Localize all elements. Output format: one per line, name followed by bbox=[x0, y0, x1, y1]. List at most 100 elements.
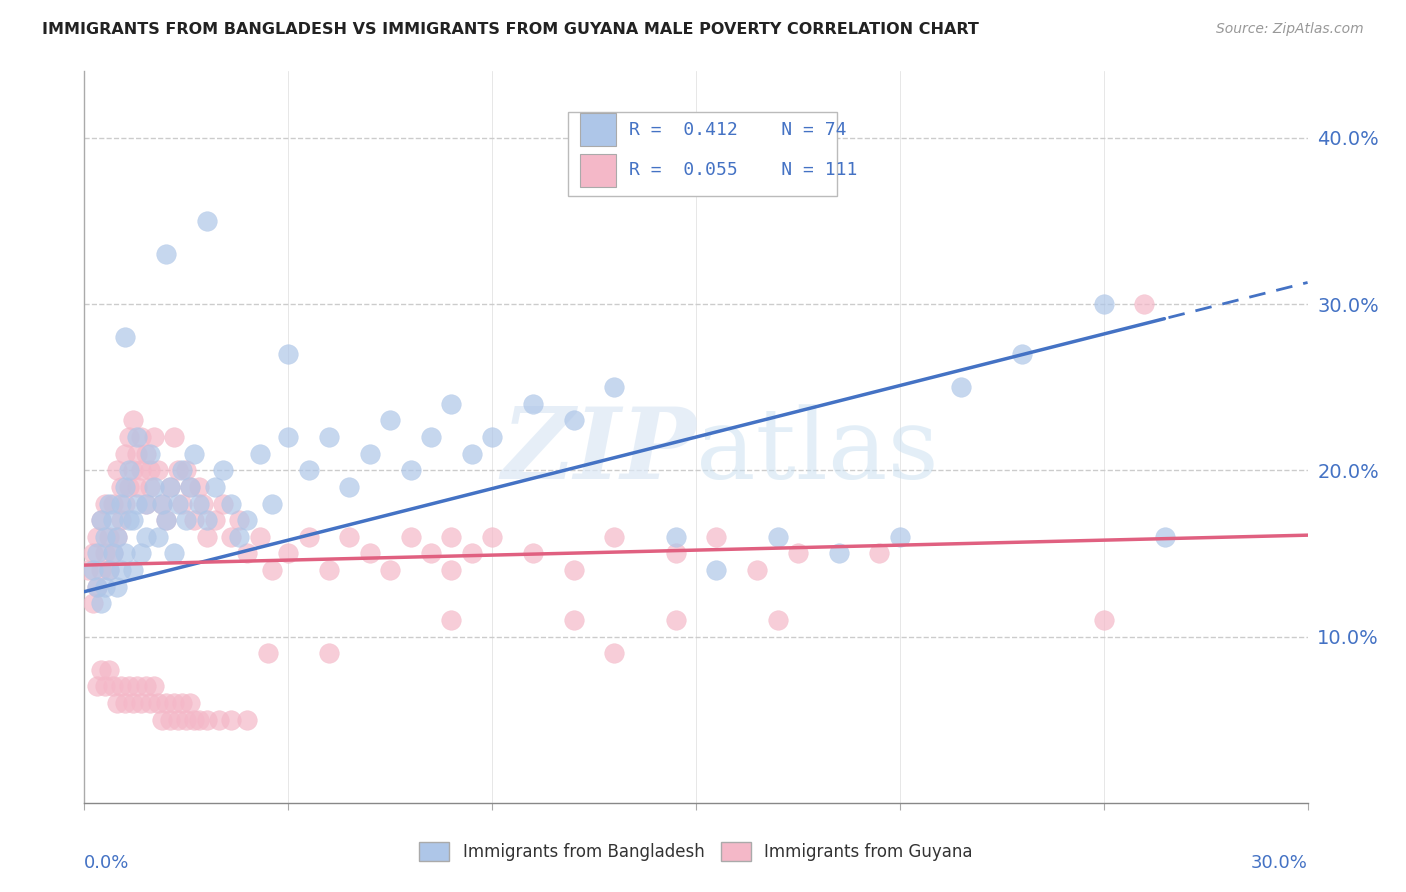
Point bbox=[114, 330, 136, 344]
Point bbox=[101, 546, 124, 560]
Point bbox=[179, 480, 201, 494]
Point bbox=[90, 563, 112, 577]
Point bbox=[150, 497, 173, 511]
Point bbox=[228, 513, 250, 527]
FancyBboxPatch shape bbox=[568, 112, 837, 195]
Point bbox=[257, 646, 280, 660]
Point bbox=[135, 680, 157, 694]
Point bbox=[603, 646, 626, 660]
Point bbox=[155, 247, 177, 261]
Point bbox=[191, 497, 214, 511]
FancyBboxPatch shape bbox=[579, 153, 616, 186]
Point bbox=[118, 513, 141, 527]
Point bbox=[93, 546, 115, 560]
Point bbox=[706, 530, 728, 544]
Point bbox=[138, 696, 160, 710]
Point bbox=[142, 680, 165, 694]
Text: atlas: atlas bbox=[696, 404, 939, 500]
Point bbox=[90, 596, 112, 610]
Point bbox=[183, 713, 205, 727]
Point bbox=[97, 497, 120, 511]
Point bbox=[155, 513, 177, 527]
Point bbox=[122, 463, 145, 477]
Point bbox=[208, 713, 231, 727]
Point bbox=[174, 463, 197, 477]
Point bbox=[155, 513, 177, 527]
Text: IMMIGRANTS FROM BANGLADESH VS IMMIGRANTS FROM GUYANA MALE POVERTY CORRELATION CH: IMMIGRANTS FROM BANGLADESH VS IMMIGRANTS… bbox=[42, 22, 979, 37]
Point bbox=[828, 546, 851, 560]
Point bbox=[1133, 297, 1156, 311]
Point bbox=[318, 646, 340, 660]
Point bbox=[298, 530, 321, 544]
Point bbox=[127, 447, 149, 461]
Point bbox=[399, 530, 422, 544]
Point bbox=[766, 530, 789, 544]
Point bbox=[889, 530, 911, 544]
Point bbox=[187, 480, 209, 494]
Point bbox=[380, 563, 402, 577]
Point bbox=[195, 214, 218, 228]
Point bbox=[118, 430, 141, 444]
Point bbox=[114, 546, 136, 560]
Point bbox=[127, 680, 149, 694]
Legend: Immigrants from Bangladesh, Immigrants from Guyana: Immigrants from Bangladesh, Immigrants f… bbox=[412, 835, 980, 868]
Text: 30.0%: 30.0% bbox=[1251, 854, 1308, 872]
Point bbox=[339, 480, 361, 494]
Text: 0.0%: 0.0% bbox=[84, 854, 129, 872]
Point bbox=[179, 480, 201, 494]
Point bbox=[146, 530, 169, 544]
Point bbox=[298, 463, 321, 477]
Point bbox=[212, 497, 235, 511]
Point bbox=[440, 397, 463, 411]
Point bbox=[522, 397, 544, 411]
Point bbox=[219, 713, 242, 727]
Point bbox=[101, 546, 124, 560]
Point bbox=[420, 430, 443, 444]
Point bbox=[562, 613, 585, 627]
Point bbox=[195, 530, 218, 544]
Point bbox=[131, 430, 153, 444]
Point bbox=[118, 680, 141, 694]
Point bbox=[603, 530, 626, 544]
Point bbox=[236, 713, 259, 727]
Point bbox=[260, 563, 283, 577]
Point bbox=[97, 663, 120, 677]
Point bbox=[146, 463, 169, 477]
Point bbox=[86, 580, 108, 594]
Point bbox=[277, 430, 299, 444]
Point bbox=[150, 713, 173, 727]
Point bbox=[77, 563, 100, 577]
Point bbox=[359, 546, 381, 560]
Point bbox=[236, 546, 259, 560]
Point bbox=[135, 530, 157, 544]
Point bbox=[562, 413, 585, 427]
Point bbox=[159, 480, 181, 494]
Point bbox=[105, 463, 128, 477]
Point bbox=[869, 546, 891, 560]
Point bbox=[122, 513, 145, 527]
Point bbox=[950, 380, 973, 394]
Point bbox=[747, 563, 769, 577]
Point bbox=[159, 713, 181, 727]
Point bbox=[105, 530, 128, 544]
Point bbox=[86, 680, 108, 694]
Point bbox=[82, 563, 104, 577]
Point bbox=[665, 546, 688, 560]
Point bbox=[131, 696, 153, 710]
Text: Source: ZipAtlas.com: Source: ZipAtlas.com bbox=[1216, 22, 1364, 37]
Point bbox=[135, 447, 157, 461]
Point bbox=[172, 497, 194, 511]
Point bbox=[179, 696, 201, 710]
Point bbox=[187, 713, 209, 727]
Point bbox=[118, 463, 141, 477]
Point bbox=[86, 580, 108, 594]
Point bbox=[138, 447, 160, 461]
Point bbox=[138, 480, 160, 494]
Point bbox=[127, 480, 149, 494]
Point bbox=[219, 497, 242, 511]
Point bbox=[97, 563, 120, 577]
Point bbox=[562, 563, 585, 577]
Point bbox=[461, 546, 484, 560]
Point bbox=[440, 530, 463, 544]
Point bbox=[706, 563, 728, 577]
